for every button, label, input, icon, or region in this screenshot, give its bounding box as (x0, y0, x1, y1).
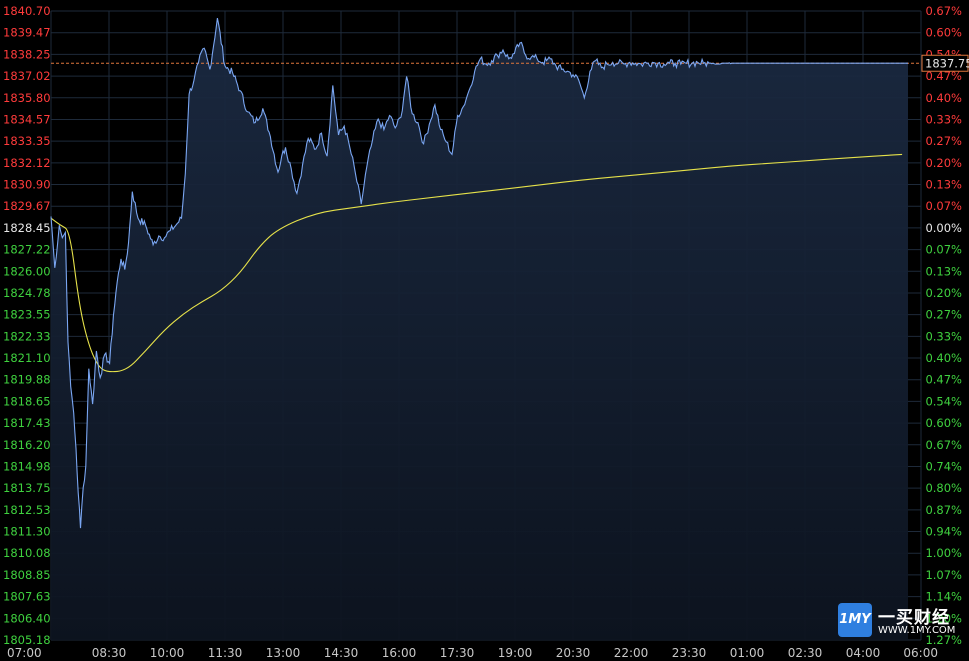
current-price-text: 1837.75 (925, 57, 969, 71)
y-tick-label: 1806.40 (3, 611, 51, 625)
pct-tick-label: 0.40% (925, 91, 962, 105)
y-tick-label: 1828.45 (3, 221, 51, 235)
x-tick-label: 23:30 (672, 646, 707, 660)
y-tick-label: 1811.30 (3, 525, 51, 539)
x-tick-label: 19:00 (498, 646, 533, 660)
y-tick-label: 1833.35 (3, 134, 51, 148)
y-tick-label: 1838.25 (3, 47, 51, 61)
y-tick-label: 1805.18 (3, 633, 51, 647)
y-tick-label: 1821.10 (3, 351, 51, 365)
price-line (50, 17, 908, 529)
y-tick-label: 1807.63 (3, 590, 51, 604)
x-tick-label: 01:00 (730, 646, 765, 660)
x-tick-label: 14:30 (324, 646, 359, 660)
pct-tick-label: 1.20% (925, 611, 962, 625)
pct-tick-label: 0.47% (925, 373, 962, 387)
pct-tick-label: 0.67% (925, 438, 962, 452)
x-tick-label: 02:30 (788, 646, 823, 660)
x-axis-time-labels: 07:00 08:30 10:00 11:30 13:00 14:30 16:00 17:30… (7, 646, 938, 660)
pct-tick-label: 1.07% (925, 568, 962, 582)
pct-tick-label: 0.67% (925, 4, 962, 18)
x-tick-label: 10:00 (150, 646, 185, 660)
pct-tick-label: 0.47% (925, 69, 962, 83)
pct-tick-label: 0.07% (925, 199, 962, 213)
y-axis-percent-labels: 0.67% 0.60% 0.54% 0.47% 0.40% 0.33% 0.27% 0.20%… (925, 4, 962, 647)
pct-tick-label: 0.60% (925, 416, 962, 430)
x-tick-label: 11:30 (208, 646, 243, 660)
y-tick-label: 1810.08 (3, 546, 51, 560)
x-tick-label: 08:30 (92, 646, 127, 660)
price-area-fill (51, 18, 908, 641)
pct-tick-label: 0.20% (925, 156, 962, 170)
pct-tick-label: 0.33% (925, 112, 962, 126)
pct-tick-label: 1.27% (925, 633, 962, 647)
pct-tick-label: 0.33% (925, 329, 962, 343)
pct-tick-label: 0.27% (925, 134, 962, 148)
y-tick-label: 1834.57 (3, 112, 51, 126)
y-tick-label: 1840.70 (3, 4, 51, 18)
pct-tick-label: 0.20% (925, 286, 962, 300)
y-tick-label: 1824.78 (3, 286, 51, 300)
y-tick-label: 1832.12 (3, 156, 51, 170)
brand-logo-mark: 1MY (838, 603, 872, 637)
brand-name: 一买财经 (878, 608, 950, 628)
x-tick-label: 17:30 (440, 646, 475, 660)
y-tick-label: 1814.98 (3, 459, 51, 473)
pct-tick-label: 0.54% (925, 394, 962, 408)
y-tick-label: 1829.67 (3, 199, 51, 213)
y-tick-label: 1816.20 (3, 438, 51, 452)
pct-tick-label: 1.00% (925, 546, 962, 560)
pct-tick-label: 0.74% (925, 459, 962, 473)
x-tick-label: 06:00 (903, 646, 938, 660)
pct-tick-label: 0.07% (925, 243, 962, 257)
pct-tick-label: 0.94% (925, 525, 962, 539)
y-tick-label: 1819.88 (3, 373, 51, 387)
pct-tick-label: 0.60% (925, 26, 962, 40)
y-tick-label: 1839.47 (3, 26, 51, 40)
y-tick-label: 1835.80 (3, 91, 51, 105)
y-tick-label: 1830.90 (3, 178, 51, 192)
pct-tick-label: 0.13% (925, 264, 962, 278)
x-tick-label: 04:00 (846, 646, 881, 660)
y-axis-price-labels: 1840.70 1839.47 1838.25 1837.02 1835.80 1834.… (3, 4, 51, 647)
y-tick-label: 1817.43 (3, 416, 51, 430)
pct-tick-label: 0.87% (925, 503, 962, 517)
y-tick-label: 1837.02 (3, 69, 51, 83)
x-tick-label: 22:00 (614, 646, 649, 660)
y-tick-label: 1826.00 (3, 264, 51, 278)
y-tick-label: 1808.85 (3, 568, 51, 582)
pct-tick-label: 0.80% (925, 481, 962, 495)
x-tick-label: 07:00 (7, 646, 42, 660)
y-tick-label: 1813.75 (3, 481, 51, 495)
pct-tick-label: 0.40% (925, 351, 962, 365)
x-tick-label: 13:00 (266, 646, 301, 660)
y-tick-label: 1812.53 (3, 503, 51, 517)
pct-tick-label: 0.13% (925, 178, 962, 192)
brand-logo: 1MY 一买财经 WWW.1MY.COM (838, 603, 966, 639)
average-price-line (50, 153, 903, 373)
pct-tick-label: 0.00% (925, 221, 962, 235)
x-tick-label: 20:30 (556, 646, 591, 660)
current-price-label: 1837.75 (921, 54, 969, 72)
pct-tick-label: 0.27% (925, 308, 962, 322)
brand-url: WWW.1MY.COM (878, 625, 956, 636)
pct-tick-label: 1.14% (925, 590, 962, 604)
x-tick-label: 16:00 (382, 646, 417, 660)
y-tick-label: 1823.55 (3, 308, 51, 322)
y-tick-label: 1827.22 (3, 243, 51, 257)
y-tick-label: 1822.33 (3, 329, 51, 343)
y-tick-label: 1818.65 (3, 394, 51, 408)
